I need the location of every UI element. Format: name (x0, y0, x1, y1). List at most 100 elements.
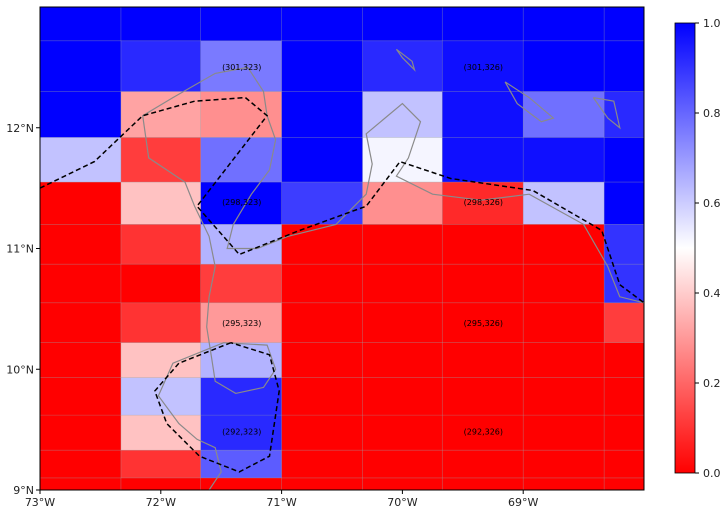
heatmap-cell (281, 137, 363, 183)
colorbar-tick-label: 1.0 (703, 17, 721, 30)
heatmap-cell (281, 91, 363, 138)
heatmap-cell (442, 91, 524, 138)
heatmap-cell (120, 415, 202, 451)
heatmap-cell (40, 40, 122, 92)
x-tick-label: 70°W (387, 496, 417, 509)
heatmap-cell (442, 40, 524, 92)
cell-annotation: (295,326) (464, 319, 503, 328)
heatmap-cell (200, 224, 282, 265)
heatmap-cells (40, 7, 645, 491)
heatmap-cell (281, 224, 363, 265)
heatmap-cell (362, 415, 443, 451)
x-tick-label: 73°W (25, 496, 55, 509)
heatmap-cell (442, 302, 524, 344)
heatmap-cell (604, 7, 645, 42)
coastline (504, 81, 555, 123)
heatmap-cell (442, 182, 524, 225)
heatmap-cell (523, 7, 605, 42)
cell-annotation: (295,323) (222, 319, 261, 328)
heatmap-cell (362, 302, 443, 344)
heatmap-cell (604, 415, 645, 451)
colorbar-tick-label: 0.0 (703, 467, 721, 480)
heatmap-cell (523, 342, 605, 379)
heatmap-cell (200, 415, 282, 451)
heatmap-cell (40, 450, 122, 479)
heatmap-cell (604, 182, 645, 225)
x-tick-label: 69°W (508, 496, 538, 509)
heatmap-cell (200, 302, 282, 344)
dashed-boundary (39, 96, 645, 304)
heatmap-cell (442, 377, 524, 416)
coastline (226, 67, 645, 304)
colorbar (674, 22, 696, 474)
heatmap-cell (523, 302, 605, 344)
heatmap-cell (40, 415, 122, 451)
heatmap-cell (523, 450, 605, 479)
heatmap-cell (281, 182, 363, 225)
y-tick-label: 12°N (6, 122, 34, 135)
heatmap-cell (200, 264, 282, 304)
heatmap-cell (120, 7, 202, 42)
y-tick-label: 9°N (13, 484, 34, 497)
heatmap-cell (281, 7, 363, 42)
heatmap-cell (442, 224, 524, 265)
heatmap-cell (523, 40, 605, 92)
heatmap-cell (362, 137, 443, 183)
coastline (592, 97, 621, 130)
heatmap-cell (200, 342, 282, 379)
heatmap-cell (120, 182, 202, 225)
heatmap-cell (523, 91, 605, 138)
heatmap-cell (362, 342, 443, 379)
colorbar-tick-label: 0.2 (703, 377, 721, 390)
heatmap-cell (40, 7, 122, 42)
coastlines (142, 48, 645, 491)
heatmap-cell (442, 450, 524, 479)
heatmap-cell (40, 342, 122, 379)
heatmap-cell (40, 224, 122, 265)
heatmap-cell (442, 137, 524, 183)
heatmap-cell (604, 377, 645, 416)
heatmap-cell (604, 91, 645, 138)
cell-annotation: (301,323) (222, 63, 261, 72)
heatmap-cell (120, 40, 202, 92)
heatmap-cell (604, 224, 645, 265)
cell-annotation: (292,326) (464, 428, 503, 437)
heatmap-cell (362, 91, 443, 138)
heatmap-cell (40, 377, 122, 416)
heatmap-cell (362, 224, 443, 265)
x-tick-label: 72°W (146, 496, 176, 509)
heatmap-cell (362, 477, 443, 491)
coastline (395, 48, 416, 72)
heatmap-cell (442, 264, 524, 304)
heatmap-cell (281, 40, 363, 92)
cell-annotation: (301,326) (464, 63, 503, 72)
heatmap-cell (281, 477, 363, 491)
heatmap-cell (281, 450, 363, 479)
cell-annotation: (298,323) (222, 198, 261, 207)
heatmap-cell (523, 182, 605, 225)
heatmap-cell (362, 40, 443, 92)
dashed-boundary (153, 341, 280, 473)
heatmap-cell (120, 450, 202, 479)
heatmap-cell (40, 91, 122, 138)
heatmap-cell (40, 264, 122, 304)
colorbar-tick-label: 0.4 (703, 287, 721, 300)
heatmap-cell (200, 40, 282, 92)
heatmap-cell (362, 7, 443, 42)
heatmap-cell (40, 137, 122, 183)
heatmap-cell (120, 224, 202, 265)
heatmap-cell (40, 302, 122, 344)
heatmap-cell (200, 377, 282, 416)
cell-annotation: (298,326) (464, 198, 503, 207)
heatmap-cell (523, 137, 605, 183)
heatmap-cell (40, 182, 122, 225)
heatmap-cell (200, 450, 282, 479)
heatmap-cell (281, 342, 363, 379)
heatmap-cell (120, 302, 202, 344)
heatmap-cell (604, 40, 645, 92)
heatmap-cell (120, 91, 202, 138)
heatmap-cell (604, 264, 645, 304)
coastline (142, 66, 277, 491)
heatmap-cell (120, 264, 202, 304)
